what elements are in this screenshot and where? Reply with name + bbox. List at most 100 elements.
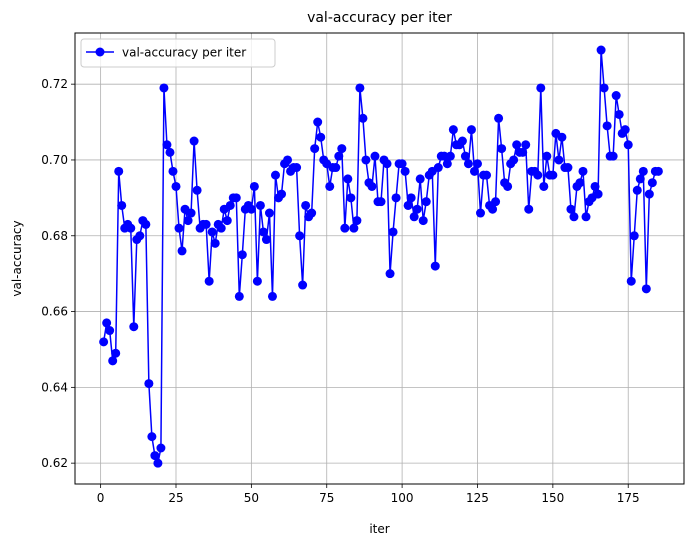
data-point bbox=[385, 269, 395, 279]
data-point bbox=[156, 443, 166, 453]
data-point bbox=[566, 204, 576, 214]
data-point bbox=[261, 235, 271, 245]
data-point bbox=[421, 197, 431, 207]
data-point bbox=[635, 174, 645, 184]
data-point bbox=[397, 159, 407, 169]
data-point bbox=[509, 155, 519, 165]
data-point bbox=[246, 204, 256, 214]
x-axis-title: iter bbox=[369, 522, 389, 536]
data-point bbox=[376, 197, 386, 207]
data-point bbox=[225, 200, 235, 210]
data-point bbox=[192, 185, 202, 195]
data-point bbox=[581, 212, 591, 222]
data-point bbox=[204, 276, 214, 286]
data-point bbox=[488, 204, 498, 214]
data-point bbox=[533, 170, 543, 180]
series-layer bbox=[99, 45, 663, 468]
x-axis-ticks: 0 25 50 75 100 125 150 175 bbox=[97, 484, 640, 505]
x-tick-label: 100 bbox=[391, 491, 414, 505]
data-point bbox=[340, 223, 350, 233]
data-point bbox=[159, 83, 169, 93]
data-point bbox=[608, 151, 618, 161]
data-point bbox=[482, 170, 492, 180]
data-point bbox=[445, 151, 455, 161]
data-point bbox=[430, 261, 440, 271]
data-point bbox=[554, 155, 564, 165]
data-point bbox=[415, 174, 425, 184]
data-point bbox=[391, 193, 401, 203]
data-point bbox=[614, 109, 624, 119]
data-point bbox=[331, 163, 341, 173]
data-point bbox=[400, 166, 410, 176]
data-point bbox=[298, 280, 308, 290]
data-point bbox=[264, 208, 274, 218]
x-tick-label: 150 bbox=[541, 491, 564, 505]
data-point bbox=[503, 181, 513, 191]
data-point bbox=[457, 136, 467, 146]
data-point bbox=[491, 197, 501, 207]
data-point bbox=[177, 246, 187, 256]
data-point bbox=[599, 83, 609, 93]
data-point bbox=[521, 140, 531, 150]
data-point bbox=[292, 163, 302, 173]
data-point bbox=[117, 200, 127, 210]
y-axis-ticks: 0.62 0.64 0.66 0.68 0.70 0.72 bbox=[41, 77, 75, 470]
x-tick-label: 75 bbox=[319, 491, 334, 505]
data-point bbox=[539, 181, 549, 191]
data-point bbox=[234, 291, 244, 301]
data-point bbox=[135, 231, 145, 241]
data-point bbox=[126, 223, 136, 233]
data-point bbox=[518, 147, 528, 157]
data-point bbox=[307, 208, 317, 218]
grid-lines bbox=[75, 33, 684, 484]
data-point bbox=[409, 212, 419, 222]
data-point bbox=[216, 223, 226, 233]
data-point bbox=[210, 238, 220, 248]
data-point bbox=[388, 227, 398, 237]
data-point bbox=[352, 216, 362, 226]
data-point bbox=[267, 291, 277, 301]
data-point bbox=[448, 125, 458, 135]
data-point bbox=[557, 132, 567, 142]
y-tick-label: 0.66 bbox=[41, 305, 68, 319]
x-tick-label: 125 bbox=[466, 491, 489, 505]
legend: val-accuracy per iter bbox=[80, 38, 276, 68]
data-point bbox=[548, 170, 558, 180]
data-point bbox=[590, 181, 600, 191]
data-point bbox=[412, 204, 422, 214]
data-point bbox=[337, 144, 347, 154]
data-point bbox=[497, 144, 507, 154]
data-point bbox=[316, 132, 326, 142]
legend-box bbox=[80, 38, 276, 68]
data-point bbox=[114, 166, 124, 176]
data-point bbox=[403, 200, 413, 210]
data-point bbox=[102, 318, 112, 328]
data-point bbox=[237, 250, 247, 260]
data-point bbox=[162, 140, 172, 150]
data-point bbox=[575, 178, 585, 188]
data-point bbox=[626, 276, 636, 286]
data-point bbox=[569, 212, 579, 222]
data-point bbox=[563, 163, 573, 173]
data-point bbox=[349, 223, 359, 233]
data-point bbox=[433, 163, 443, 173]
plot-frame bbox=[74, 32, 685, 485]
data-point bbox=[310, 144, 320, 154]
data-point bbox=[596, 45, 606, 55]
x-tick-label: 50 bbox=[244, 491, 259, 505]
data-point bbox=[355, 83, 365, 93]
data-point bbox=[346, 193, 356, 203]
data-point bbox=[578, 166, 588, 176]
data-point bbox=[638, 166, 648, 176]
y-tick-label: 0.72 bbox=[41, 77, 68, 91]
data-point bbox=[277, 189, 287, 199]
legend-label: val-accuracy per iter bbox=[122, 46, 246, 60]
data-point bbox=[361, 155, 371, 165]
y-tick-label: 0.68 bbox=[41, 229, 68, 243]
data-point bbox=[382, 159, 392, 169]
data-point bbox=[207, 227, 217, 237]
y-tick-label: 0.64 bbox=[41, 380, 68, 394]
x-tick-label: 0 bbox=[97, 491, 105, 505]
